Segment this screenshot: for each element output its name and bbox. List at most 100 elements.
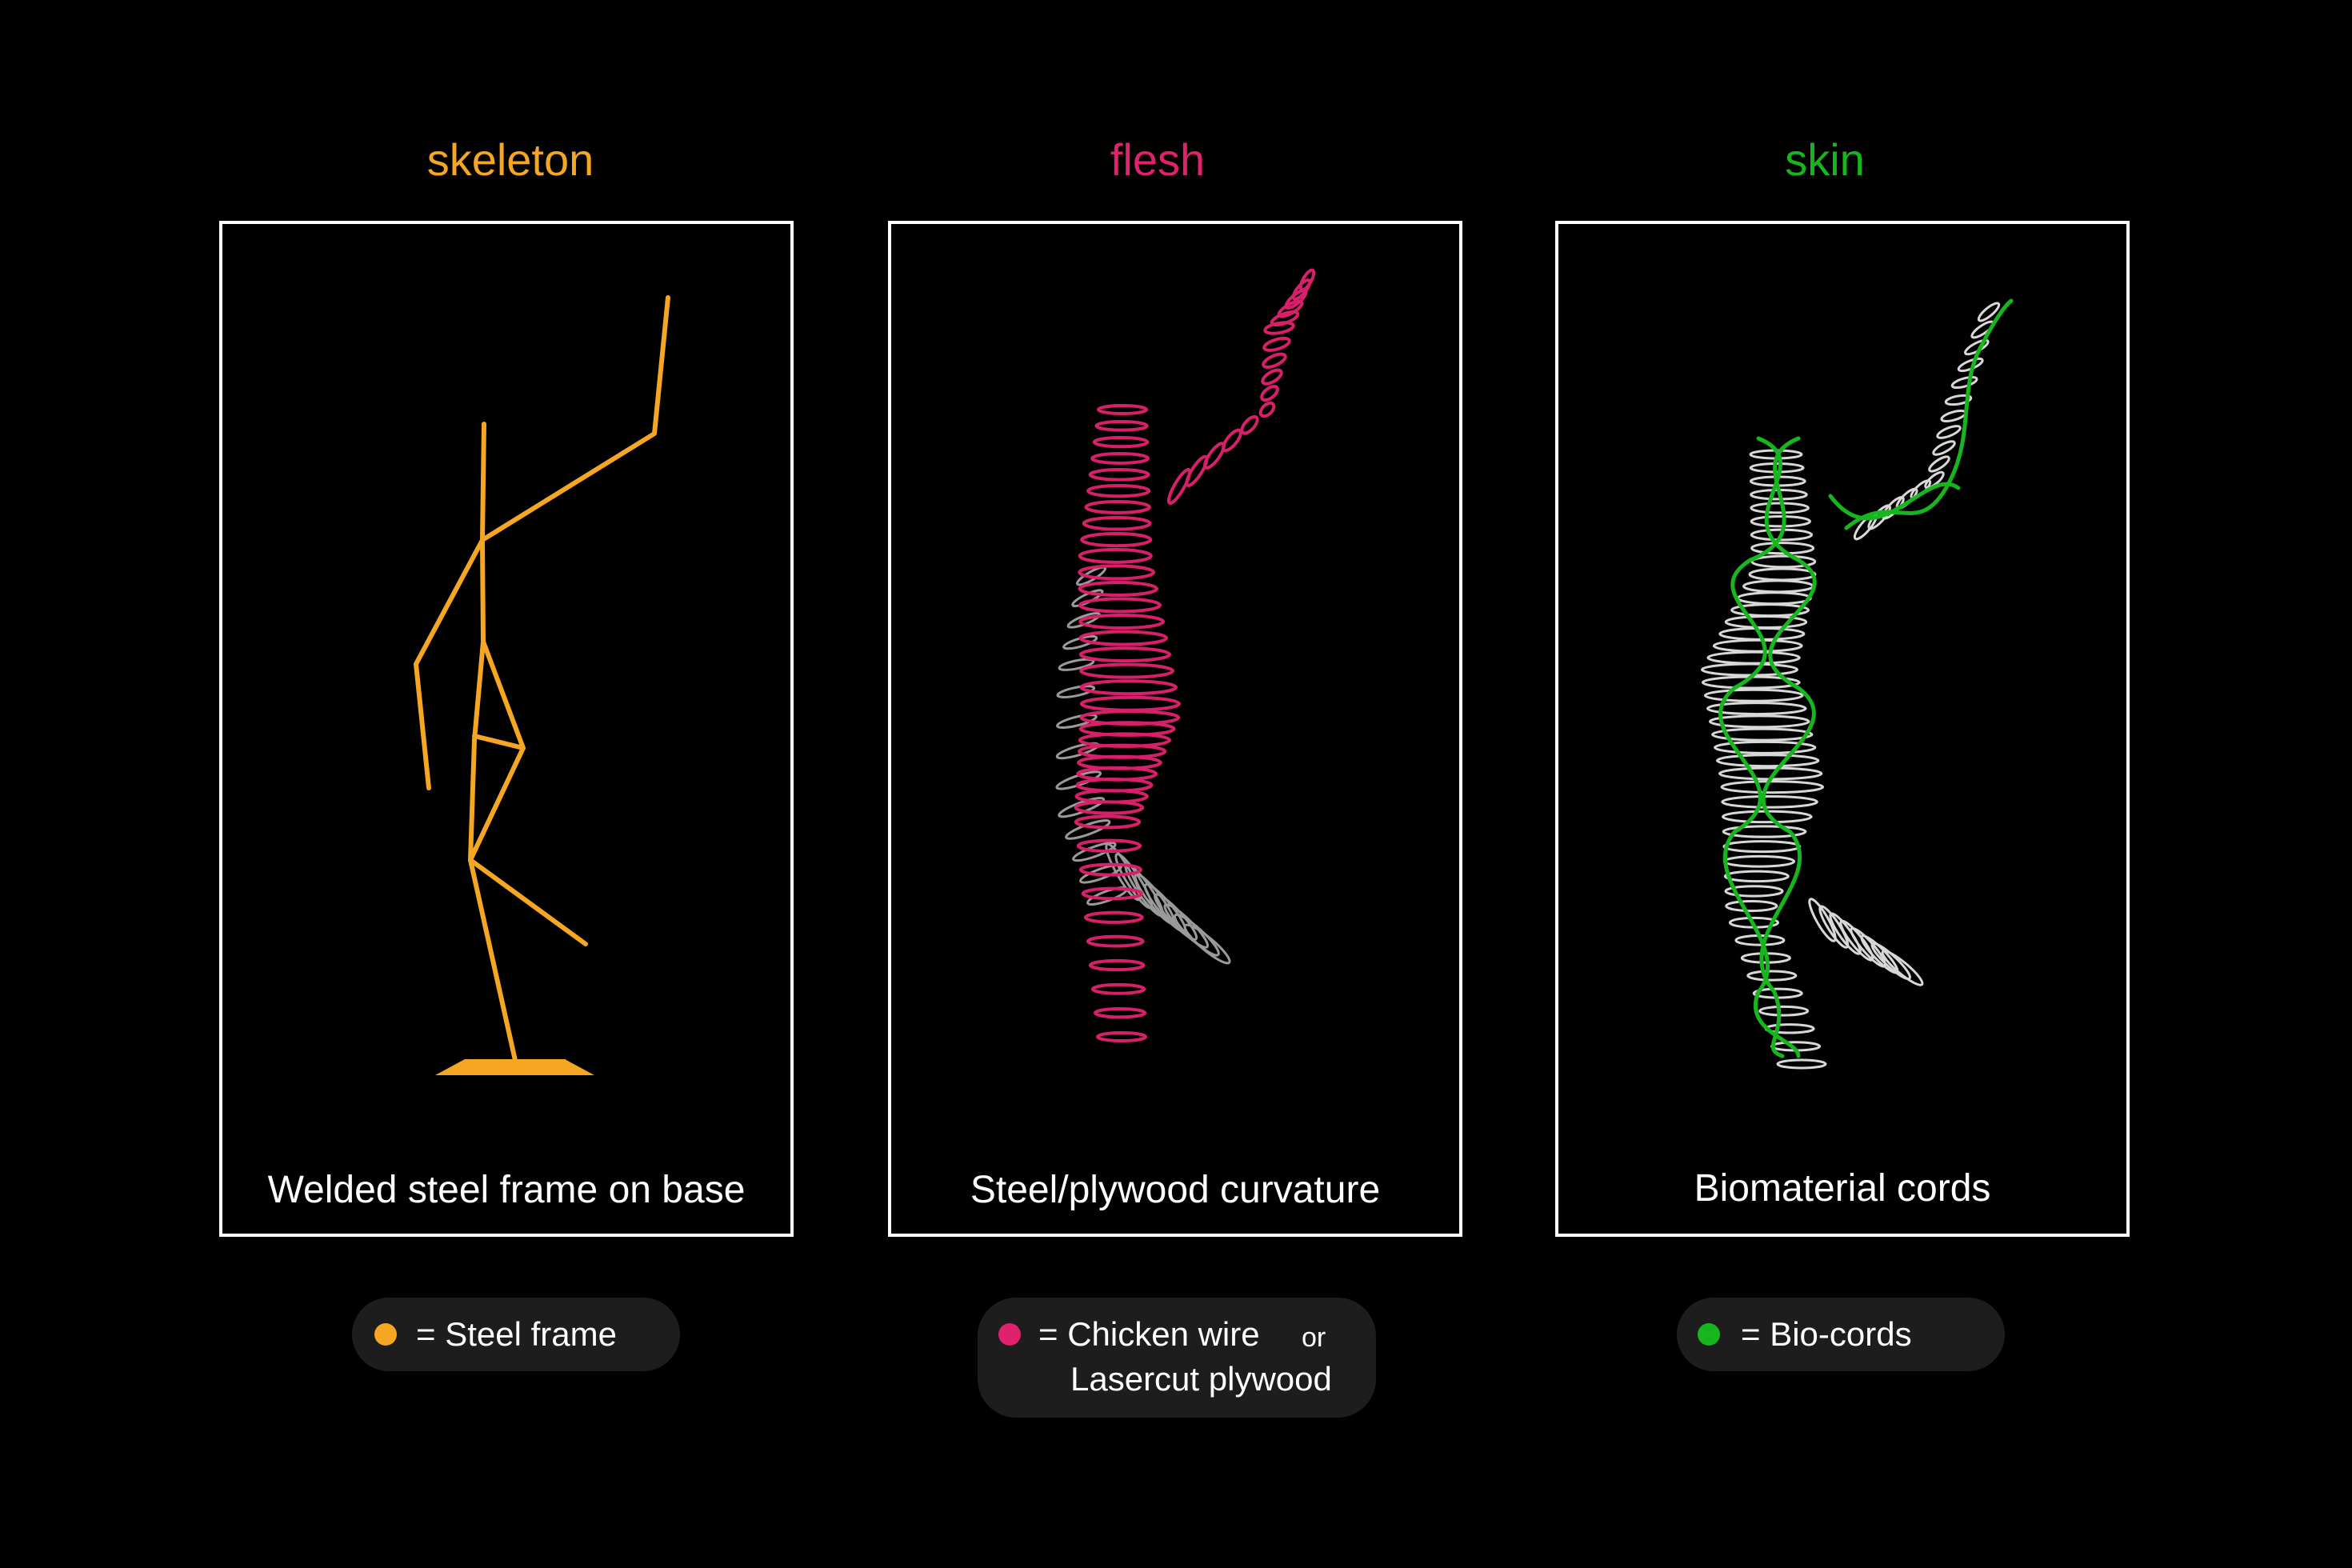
flesh-arm-rib xyxy=(1166,468,1192,505)
skeleton-knee xyxy=(468,639,588,946)
chicken-wire-dot xyxy=(998,1323,1021,1346)
skin-body-ring xyxy=(1723,870,1790,883)
flesh-arm-rib xyxy=(1277,299,1304,318)
flesh-arm-rib xyxy=(1260,385,1279,402)
skin-body-ring xyxy=(1750,554,1817,569)
flesh-legend: = Chicken wire or Lasercut plywood xyxy=(978,1298,1376,1418)
skin-body-ring xyxy=(1721,794,1818,809)
skin-body-ring xyxy=(1724,885,1784,898)
skin-body-ring xyxy=(1712,638,1803,653)
flesh-arm-rib xyxy=(1258,401,1276,418)
flesh-body-rib xyxy=(1079,662,1175,679)
skin-arm-ring xyxy=(1924,470,1945,490)
flesh-body-rib xyxy=(1080,532,1153,548)
flesh-body-rib xyxy=(1074,800,1145,815)
flesh-body-rib xyxy=(1088,468,1150,482)
flesh-legend-label-2: Lasercut plywood xyxy=(1070,1360,1332,1398)
flesh-body-rib xyxy=(1078,614,1165,630)
skin-rings xyxy=(1700,302,2001,1070)
flesh-body-rib xyxy=(1078,630,1168,646)
skeleton-title: skeleton xyxy=(426,134,594,185)
flesh-arm-rib xyxy=(1222,428,1242,453)
flesh-back-ring xyxy=(1055,770,1102,790)
skin-arm-ring xyxy=(1950,375,1978,390)
flesh-body-rib xyxy=(1096,1031,1147,1042)
skin-body-ring xyxy=(1748,567,1817,582)
flesh-body-rib xyxy=(1084,500,1151,514)
flesh-back-ring xyxy=(1058,658,1095,671)
flesh-title: flesh xyxy=(1110,134,1206,185)
skin-body-ring xyxy=(1700,662,1799,677)
skin-leg-ring xyxy=(1818,905,1850,949)
skeleton-raised-arm xyxy=(480,295,670,542)
flesh-body-rib xyxy=(1076,838,1142,854)
flesh-back-layers xyxy=(1055,566,1231,965)
flesh-body-rib xyxy=(1078,597,1162,614)
skin-cord xyxy=(1844,298,2014,530)
skeleton-base xyxy=(435,1059,594,1075)
skin-body-ring xyxy=(1750,515,1811,528)
skin-cord xyxy=(1828,482,1961,521)
skeleton-lower-arm xyxy=(414,538,485,790)
flesh-body-rib xyxy=(1079,679,1178,696)
skin-arm-ring xyxy=(1932,440,1956,456)
flesh-body-rib xyxy=(1074,814,1142,830)
bio-cords-dot xyxy=(1698,1323,1720,1346)
flesh-body-rib xyxy=(1078,548,1153,564)
flesh-body-rib xyxy=(1078,862,1142,877)
flesh-back-ring xyxy=(1065,819,1111,840)
skin-title: skin xyxy=(1785,134,1865,185)
flesh-leg-ring xyxy=(1183,923,1231,965)
skin-figure xyxy=(1700,298,2014,1070)
skin-body-ring xyxy=(1776,1058,1827,1070)
flesh-body-rib xyxy=(1093,1006,1147,1019)
flesh-body-rib xyxy=(1086,484,1151,498)
skin-body-ring xyxy=(1714,740,1817,754)
flesh-body-rib xyxy=(1078,564,1155,581)
flesh-legend-label: = Chicken wire xyxy=(1038,1315,1260,1353)
skin-caption: Biomaterial cords xyxy=(1694,1167,1991,1210)
flesh-body-rib xyxy=(1094,420,1149,432)
flesh-arm-rib xyxy=(1262,336,1291,352)
skin-leg-ring xyxy=(1881,950,1924,986)
skin-body-ring xyxy=(1703,688,1804,702)
flesh-arm-rib xyxy=(1240,414,1259,435)
flesh-arm-rib xyxy=(1262,352,1287,369)
skin-arm-ring xyxy=(1977,302,2001,322)
skin-body-ring xyxy=(1722,840,1802,854)
flesh-back-ring xyxy=(1076,566,1106,586)
flesh-body-rib xyxy=(1086,934,1145,948)
skin-arm-ring xyxy=(1928,455,1950,473)
skin-cord xyxy=(1756,436,1817,1058)
flesh-figure xyxy=(1055,268,1316,1042)
flesh-ribs xyxy=(1074,268,1316,1042)
skin-leg-ring xyxy=(1808,898,1837,942)
flesh-back-ring xyxy=(1056,714,1098,729)
skeleton-figure xyxy=(414,295,670,1075)
skin-legend-label: = Bio-cords xyxy=(1741,1315,1912,1353)
flesh-arm-rib xyxy=(1185,454,1209,487)
flesh-back-ring xyxy=(1072,842,1117,862)
flesh-body-rib xyxy=(1079,695,1181,712)
flesh-body-rib xyxy=(1088,958,1146,972)
skin-body-ring xyxy=(1716,754,1820,768)
skin-body-ring xyxy=(1742,579,1814,594)
skin-body-ring xyxy=(1708,714,1810,729)
skin-panel: Biomaterial cords xyxy=(1555,221,2130,1237)
flesh-body-rib xyxy=(1078,646,1171,663)
skin-cord xyxy=(1718,436,1801,1058)
skin-body-ring xyxy=(1746,970,1798,982)
flesh-arm-rib xyxy=(1298,268,1316,292)
skin-leg-ring xyxy=(1870,942,1911,981)
skin-body-ring xyxy=(1725,900,1778,913)
skeleton-cross-brace xyxy=(472,734,526,750)
steel-frame-dot xyxy=(374,1323,397,1346)
skeleton-spine xyxy=(480,422,486,644)
flesh-arm-rib xyxy=(1270,310,1300,327)
skin-body-ring xyxy=(1750,542,1815,555)
flesh-back-ring xyxy=(1056,685,1096,698)
flesh-body-rib xyxy=(1090,452,1150,465)
flesh-body-rib xyxy=(1081,886,1143,901)
skin-body-ring xyxy=(1750,502,1810,514)
skeleton-caption: Welded steel frame on base xyxy=(267,1169,746,1211)
